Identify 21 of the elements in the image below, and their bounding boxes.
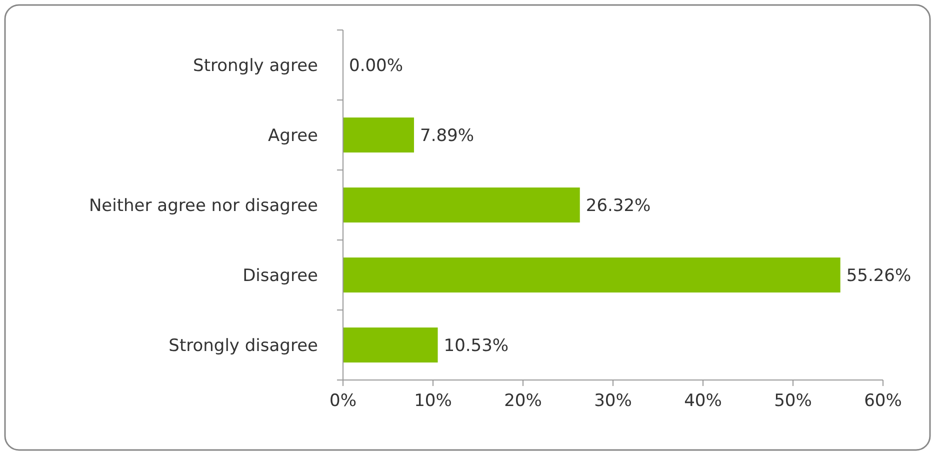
bar [343,118,414,152]
x-tick-label: 20% [504,391,542,411]
data-label: 55.26% [846,266,912,286]
bar [343,328,438,362]
y-tick-label: Neither agree nor disagree [88,196,318,216]
data-label: 7.89% [420,126,474,146]
x-tick-label: 30% [594,391,632,411]
y-tick-label: Disagree [242,266,318,286]
x-tick-label: 10% [414,391,452,411]
data-label: 26.32% [586,196,651,216]
x-tick-label: 50% [774,391,812,411]
x-tick-label: 0% [330,391,356,411]
bar [343,188,580,222]
y-tick-label: Agree [268,126,318,146]
bar [343,258,840,292]
x-tick-label: 60% [864,391,902,411]
y-tick-label: Strongly agree [193,56,318,76]
x-tick-label: 40% [684,391,722,411]
y-tick-label: Strongly disagree [168,336,318,356]
data-label: 10.53% [444,336,509,356]
data-label: 0.00% [349,56,404,76]
